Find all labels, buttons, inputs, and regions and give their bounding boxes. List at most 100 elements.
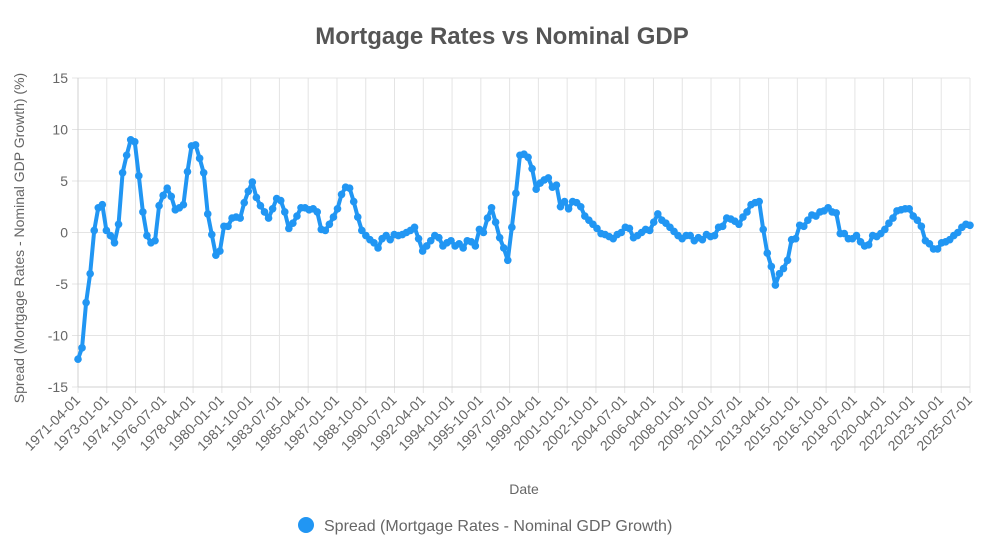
data-point[interactable] [203,210,212,218]
data-point[interactable] [130,138,139,146]
data-point[interactable] [763,249,772,257]
data-point[interactable] [625,224,634,233]
data-point[interactable] [208,230,216,239]
data-point[interactable] [576,202,585,211]
data-point[interactable] [483,214,492,222]
data-point[interactable] [410,223,419,232]
data-point[interactable] [329,213,338,221]
data-point[interactable] [224,222,232,231]
data-point[interactable] [418,247,427,255]
data-point[interactable] [256,201,265,210]
data-point[interactable] [552,181,561,189]
data-point[interactable] [414,234,423,243]
data-point[interactable] [799,222,808,231]
data-point[interactable] [118,168,127,177]
data-point[interactable] [913,216,922,224]
data-point[interactable] [954,228,962,237]
data-point[interactable] [370,239,378,247]
data-point[interactable] [767,262,776,271]
data-point[interactable] [654,210,662,218]
data-point[interactable] [512,189,520,198]
data-point[interactable] [216,247,224,255]
data-point[interactable] [78,344,86,352]
data-point[interactable] [110,239,119,247]
data-point[interactable] [840,229,849,238]
data-point[interactable] [735,220,743,229]
data-point[interactable] [649,218,658,226]
data-point[interactable] [82,298,90,307]
data-point[interactable] [471,242,480,250]
data-point[interactable] [479,228,488,237]
data-point[interactable] [86,269,94,278]
data-point[interactable] [495,233,504,242]
data-point[interactable] [524,153,532,162]
data-point[interactable] [102,226,111,235]
data-point[interactable] [739,213,747,221]
data-point[interactable] [106,231,115,240]
data-point[interactable] [426,236,435,245]
legend[interactable]: Spread (Mortgage Rates - Nominal GDP Gro… [298,517,672,535]
data-point[interactable] [252,193,261,202]
data-point[interactable] [236,214,244,222]
data-point[interactable] [889,214,897,222]
data-point[interactable] [135,172,143,180]
data-point[interactable] [90,226,99,235]
data-point[interactable] [885,219,893,228]
data-point[interactable] [617,228,626,237]
data-point[interactable] [966,221,974,230]
data-point[interactable] [358,226,366,235]
data-point[interactable] [122,151,131,160]
data-point[interactable] [285,224,293,233]
data-point[interactable] [852,231,861,240]
data-point[interactable] [832,209,840,217]
data-point[interactable] [114,220,123,229]
data-point[interactable] [771,281,780,289]
data-point[interactable] [917,222,926,231]
data-point[interactable] [718,222,727,231]
data-point[interactable] [544,174,553,182]
data-point[interactable] [743,208,751,216]
data-point[interactable] [264,214,273,222]
data-point[interactable] [491,218,500,226]
data-point[interactable] [374,244,382,252]
data-point[interactable] [143,231,151,240]
data-point[interactable] [386,235,395,244]
data-point[interactable] [779,264,788,273]
data-point[interactable] [159,191,167,200]
data-point[interactable] [248,178,257,186]
data-point[interactable] [325,220,334,229]
data-point[interactable] [933,245,942,253]
data-point[interactable] [98,200,107,209]
data-point[interactable] [791,234,800,243]
data-point[interactable] [276,196,285,205]
data-point[interactable] [155,201,163,210]
data-point[interactable] [881,225,889,234]
data-point[interactable] [422,242,431,250]
data-point[interactable] [151,236,159,245]
data-point[interactable] [759,225,768,234]
data-point[interactable] [167,192,176,201]
data-point[interactable] [195,154,204,163]
data-point[interactable] [349,197,358,206]
data-point[interactable] [293,212,301,220]
data-point[interactable] [804,216,812,224]
data-point[interactable] [508,223,516,232]
data-point[interactable] [333,205,342,213]
data-point[interactable] [139,208,147,216]
data-point[interactable] [179,200,188,209]
data-point[interactable] [321,226,330,235]
data-point[interactable] [337,190,346,199]
data-point[interactable] [503,256,512,265]
data-point[interactable] [74,355,82,363]
data-point[interactable] [435,233,443,242]
data-point[interactable] [199,168,208,177]
data-point[interactable] [447,236,455,245]
data-point[interactable] [775,269,784,278]
data-point[interactable] [163,184,171,193]
data-point[interactable] [499,244,508,252]
data-point[interactable] [783,256,792,265]
data-point[interactable] [905,205,913,213]
data-point[interactable] [755,197,763,206]
data-point[interactable] [353,213,362,221]
data-point[interactable] [710,231,719,240]
